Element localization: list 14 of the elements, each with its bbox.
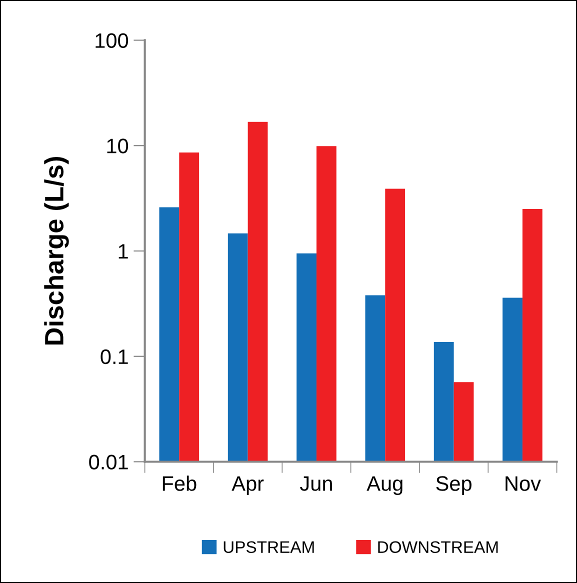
y-tick-label: 1 (118, 244, 128, 259)
x-tick-label: Sep (436, 476, 472, 496)
x-tick-label: Nov (506, 476, 541, 491)
y-tick-label: 0.1 (100, 349, 128, 364)
x-tick-label: Aug (366, 476, 402, 496)
y-tick-label: 0.01 (89, 454, 128, 470)
legend-label: DOWNSTREAM (378, 541, 498, 554)
legend-label: UPSTREAM (224, 541, 314, 554)
y-tick-label: 10 (107, 138, 128, 154)
x-tick-label: Apr (232, 476, 264, 496)
y-tick-label: 100 (96, 33, 128, 48)
x-tick-label: Jun (300, 476, 332, 491)
y-axis-title: Discharge (L/s) (44, 156, 69, 345)
x-tick-label: Feb (162, 476, 196, 491)
